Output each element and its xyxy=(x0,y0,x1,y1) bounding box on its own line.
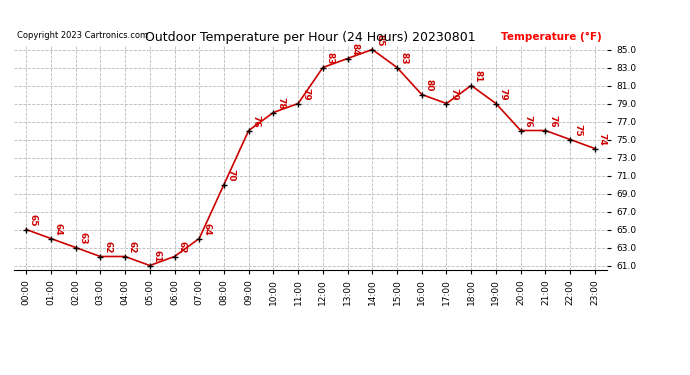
Text: 79: 79 xyxy=(301,88,310,101)
Text: Temperature (°F): Temperature (°F) xyxy=(500,32,601,42)
Text: 62: 62 xyxy=(128,241,137,254)
Text: 76: 76 xyxy=(524,115,533,128)
Text: Copyright 2023 Cartronics.com: Copyright 2023 Cartronics.com xyxy=(17,32,148,40)
Text: 62: 62 xyxy=(177,241,186,254)
Text: 79: 79 xyxy=(449,88,458,101)
Text: 74: 74 xyxy=(598,133,607,146)
Text: 81: 81 xyxy=(474,70,483,83)
Text: 78: 78 xyxy=(276,97,285,110)
Text: 61: 61 xyxy=(152,250,161,263)
Text: 79: 79 xyxy=(499,88,508,101)
Text: 75: 75 xyxy=(573,124,582,137)
Text: 80: 80 xyxy=(424,80,433,92)
Text: 84: 84 xyxy=(351,43,359,56)
Text: 65: 65 xyxy=(29,214,38,227)
Text: 64: 64 xyxy=(54,223,63,236)
Text: 64: 64 xyxy=(202,223,211,236)
Text: 63: 63 xyxy=(79,232,88,245)
Title: Outdoor Temperature per Hour (24 Hours) 20230801: Outdoor Temperature per Hour (24 Hours) … xyxy=(145,31,476,44)
Text: 76: 76 xyxy=(548,115,557,128)
Text: 83: 83 xyxy=(326,52,335,65)
Text: 70: 70 xyxy=(227,169,236,182)
Text: 85: 85 xyxy=(375,34,384,47)
Text: 62: 62 xyxy=(103,241,112,254)
Text: 76: 76 xyxy=(251,115,260,128)
Text: 83: 83 xyxy=(400,52,408,65)
